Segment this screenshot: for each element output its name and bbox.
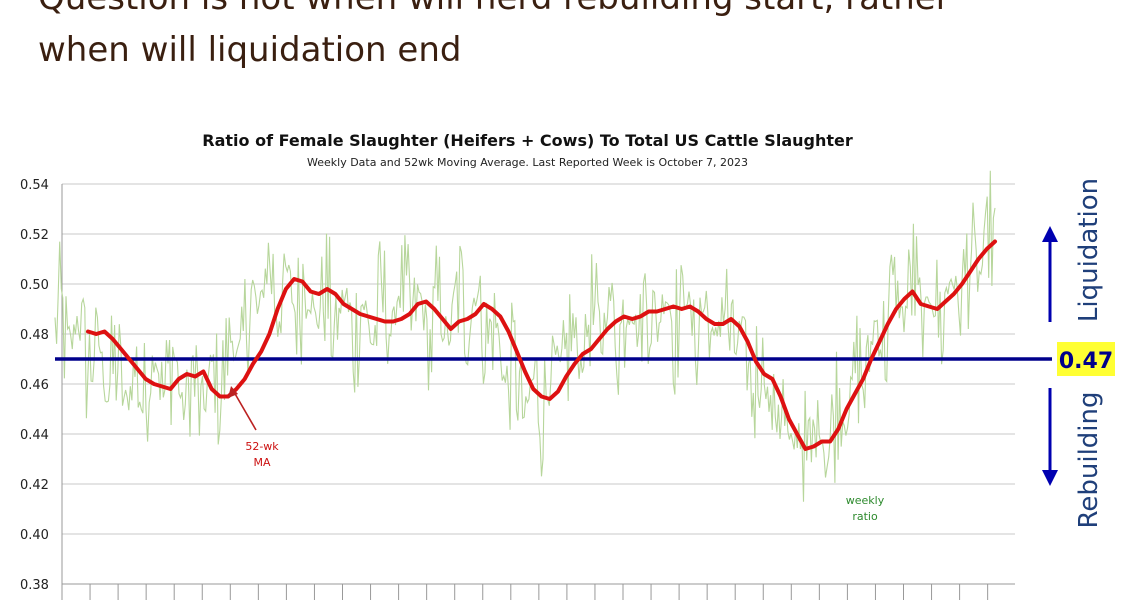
weekly-annotation-line1: weekly <box>846 494 885 507</box>
down-arrow-head <box>1042 470 1058 486</box>
chart-title: Ratio of Female Slaughter (Heifers + Cow… <box>202 131 853 150</box>
y-tick-label: 0.50 <box>20 278 49 293</box>
moving-average-line <box>86 239 997 451</box>
y-tick-label: 0.52 <box>20 228 49 243</box>
y-tick-label: 0.48 <box>20 328 49 343</box>
y-tick-label: 0.38 <box>20 578 49 593</box>
chart-subtitle: Weekly Data and 52wk Moving Average. Las… <box>307 156 748 169</box>
y-tick-label: 0.46 <box>20 378 49 393</box>
weekly-ratio-series <box>54 170 996 502</box>
moving-average-series <box>86 239 997 451</box>
ma-annotation-arrow <box>233 391 257 431</box>
liquidation-label: Liquidation <box>1074 178 1104 322</box>
y-tick-label: 0.42 <box>20 478 49 493</box>
y-axis: 0.54 0.52 0.50 0.48 0.46 0.44 0.42 0.40 0.38 <box>20 178 49 593</box>
grid <box>61 183 1015 600</box>
threshold-label-box <box>1057 342 1115 376</box>
y-tick-label: 0.44 <box>20 428 49 443</box>
rebuilding-label: Rebuilding <box>1074 391 1104 528</box>
headline-line1: Question is not when will herd rebuildin… <box>38 0 950 18</box>
threshold-label: 0.47 <box>1059 349 1113 374</box>
headline-line2: when will liquidation end <box>38 30 462 70</box>
y-tick-label: 0.54 <box>20 178 49 193</box>
weekly-ratio-line <box>54 170 996 502</box>
threshold-line-group: 0.47 <box>55 342 1115 376</box>
ma-annotation-line1: 52-wk <box>245 440 279 453</box>
ma-annotation-line2: MA <box>253 456 270 469</box>
side-indicators: Liquidation Rebuilding <box>1042 178 1104 529</box>
weekly-annotation-line2: ratio <box>852 510 878 523</box>
ma-annotation-arrowhead <box>228 386 238 398</box>
y-tick-label: 0.40 <box>20 528 49 543</box>
annotations: 52-wk MA weekly ratio <box>228 386 885 523</box>
up-arrow-head <box>1042 226 1058 242</box>
